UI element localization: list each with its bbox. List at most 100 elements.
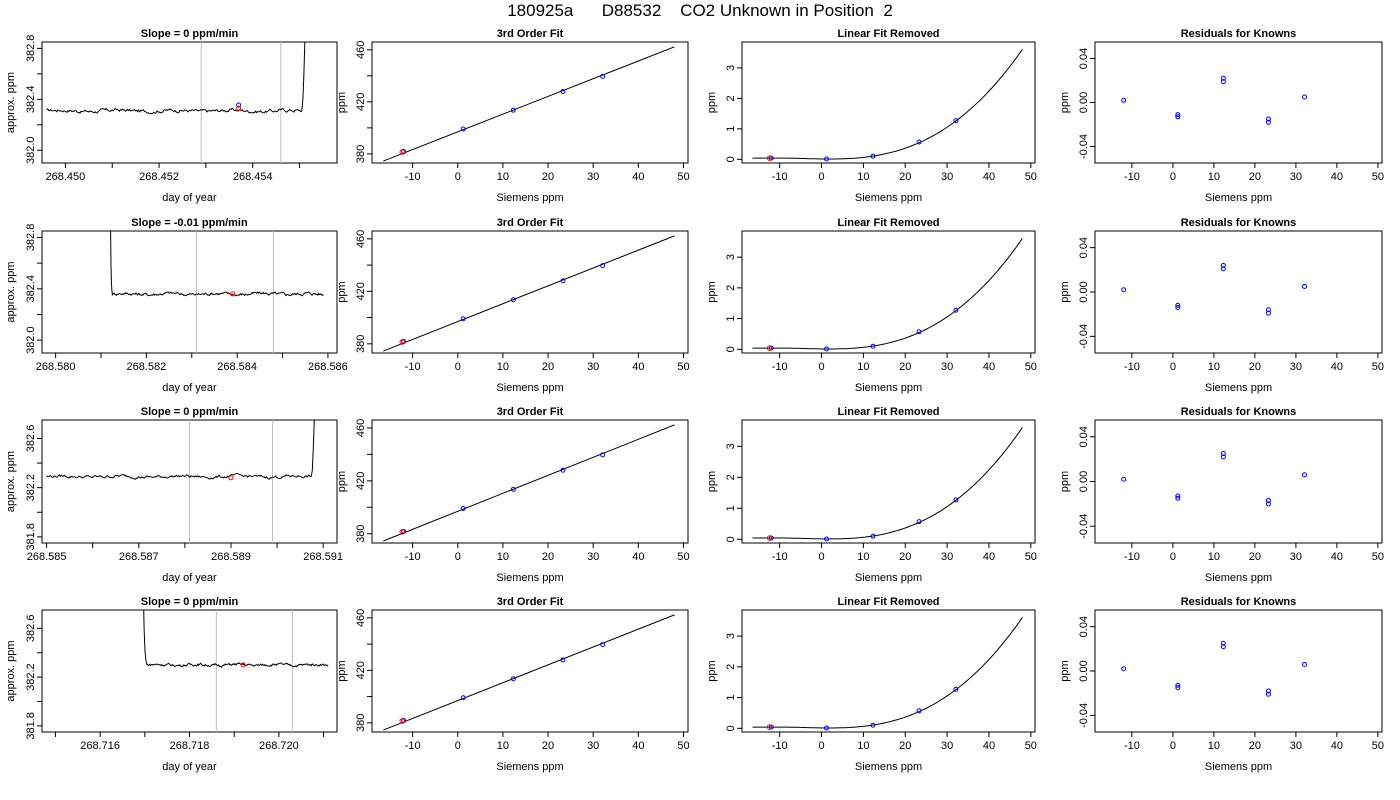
plot-area: [752, 427, 1023, 542]
y-axis-label: approx. ppm: [5, 640, 17, 701]
unknown-point: [399, 339, 406, 345]
data-point: [600, 452, 606, 458]
y-tick-label: 380: [355, 525, 367, 543]
x-tick-label: 20: [899, 740, 911, 752]
x-tick-label: 50: [677, 551, 689, 563]
fit-curve: [752, 427, 1023, 540]
y-tick-label: 3: [725, 633, 737, 639]
plot-area: [383, 614, 675, 731]
fit-line: [383, 46, 675, 162]
x-tick-label: 0: [1170, 171, 1176, 183]
data-point: [1220, 644, 1226, 650]
x-tick-label: -10: [772, 171, 788, 183]
y-tick-label: 382.2: [25, 663, 37, 691]
plot-frame: [741, 419, 1036, 544]
x-tick-label: 20: [1249, 740, 1261, 752]
x-tick-label: 50: [1025, 551, 1037, 563]
x-tick-label: 30: [1290, 171, 1302, 183]
panel-title: Linear Fit Removed: [837, 28, 939, 40]
x-tick-label: 30: [587, 361, 599, 373]
x-tick-label: 10: [857, 171, 869, 183]
data-point: [824, 156, 830, 162]
x-tick-label: 0: [818, 740, 824, 752]
data-point: [1175, 114, 1181, 120]
x-tick-label: 10: [857, 740, 869, 752]
x-tick-label: 30: [587, 171, 599, 183]
panel-title: Linear Fit Removed: [837, 406, 939, 418]
data-point: [953, 118, 959, 124]
x-tick-label: 268.591: [303, 551, 343, 563]
data-point: [916, 329, 922, 335]
panel-title: Linear Fit Removed: [837, 217, 939, 229]
y-tick-label: 3: [725, 443, 737, 449]
data-point: [916, 519, 922, 525]
y-tick-label: 382.6: [25, 615, 37, 643]
panel-title: Slope = -0.01 ppm/min: [131, 217, 248, 229]
x-tick-label: 50: [1025, 740, 1037, 752]
y-tick-label: 1: [725, 505, 737, 511]
data-point: [916, 708, 922, 714]
x-tick-label: 20: [1249, 361, 1261, 373]
panel-r3-c2: 3rd Order Fit -10 0 10 20 30 40 50 380 420 460 Siem…: [336, 406, 690, 584]
x-axis-label: Siemens ppm: [1205, 761, 1272, 773]
unknown-point: [230, 291, 236, 297]
y-axis-label: ppm: [1059, 660, 1071, 681]
x-tick-label: 268.450: [46, 171, 86, 183]
data-point: [1265, 310, 1271, 316]
x-tick-label: 0: [455, 740, 461, 752]
x-tick-label: -10: [405, 740, 421, 752]
x-tick-label: 20: [542, 551, 554, 563]
panel-r4-c2: 3rd Order Fit -10 0 10 20 30 40 50 380 420 460 Siem…: [336, 596, 690, 773]
y-tick-label: 0.00: [1078, 92, 1090, 113]
x-tick-label: 268.585: [27, 551, 67, 563]
unknown-point: [236, 105, 242, 111]
series-line: [46, 420, 315, 480]
unknown-point: [766, 345, 773, 351]
x-tick-label: 50: [1372, 740, 1384, 752]
data-point: [236, 102, 242, 108]
fit-curve: [752, 49, 1023, 160]
fit-line: [383, 424, 675, 542]
x-tick-label: 50: [677, 171, 689, 183]
y-axis-label: ppm: [706, 660, 718, 681]
x-tick-label: 10: [497, 740, 509, 752]
x-tick-label: -10: [405, 171, 421, 183]
x-tick-label: -10: [772, 740, 788, 752]
y-axis-label: ppm: [1059, 471, 1071, 492]
x-tick-label: 30: [941, 551, 953, 563]
unknown-point: [399, 718, 406, 724]
data-point: [1265, 119, 1271, 125]
y-tick-label: 3: [725, 254, 737, 260]
y-tick-label: 381.8: [25, 523, 37, 551]
x-tick-label: 10: [1208, 361, 1220, 373]
x-tick-label: 10: [497, 551, 509, 563]
x-tick-label: 268.452: [139, 171, 179, 183]
plot-frame: [371, 609, 689, 733]
plot-area: [110, 231, 324, 353]
data-point: [1175, 685, 1181, 691]
panel-title: 3rd Order Fit: [497, 217, 564, 229]
x-tick-label: 20: [1249, 551, 1261, 563]
x-tick-label: 30: [941, 171, 953, 183]
x-axis-label: Siemens ppm: [1205, 192, 1272, 204]
x-tick-label: 0: [455, 551, 461, 563]
x-tick-label: 10: [497, 171, 509, 183]
plot-frame: [371, 41, 689, 164]
y-tick-label: 380: [355, 145, 367, 163]
plot-area: [1121, 451, 1308, 507]
y-axis-label: ppm: [336, 92, 348, 113]
x-tick-label: 20: [899, 171, 911, 183]
x-axis-label: day of year: [162, 761, 217, 773]
plot-area: [143, 610, 329, 732]
y-tick-label: 0.00: [1078, 281, 1090, 302]
x-tick-label: -10: [772, 361, 788, 373]
data-point: [1175, 305, 1181, 311]
x-tick-label: 30: [1290, 361, 1302, 373]
unknown-point: [766, 535, 773, 541]
plot-frame: [1094, 230, 1383, 354]
data-point: [824, 536, 830, 542]
x-tick-label: 0: [1170, 551, 1176, 563]
x-tick-label: 10: [1208, 551, 1220, 563]
y-axis-label: approx. ppm: [5, 451, 17, 512]
x-tick-label: 10: [1208, 171, 1220, 183]
